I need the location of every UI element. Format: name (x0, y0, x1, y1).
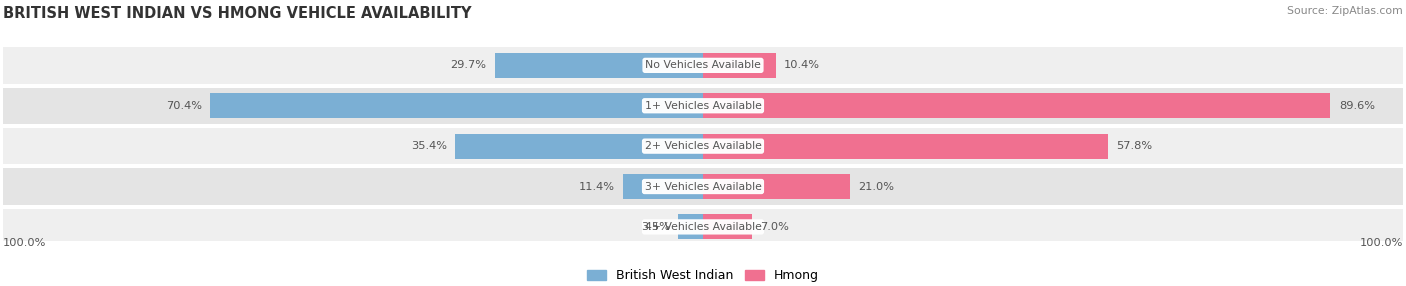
Bar (456, 134, 703, 159)
Text: 89.6%: 89.6% (1339, 101, 1375, 111)
Bar (703, 214, 752, 239)
Text: 1+ Vehicles Available: 1+ Vehicles Available (644, 101, 762, 111)
Text: 100.0%: 100.0% (3, 238, 46, 248)
Text: 57.8%: 57.8% (1116, 141, 1153, 151)
Bar (623, 174, 703, 199)
Legend: British West Indian, Hmong: British West Indian, Hmong (582, 264, 824, 286)
Text: 35.4%: 35.4% (411, 141, 447, 151)
Bar (703, 174, 851, 199)
Text: 100.0%: 100.0% (1360, 238, 1403, 248)
Bar (703, 134, 1108, 159)
Bar (679, 214, 703, 239)
Text: BRITISH WEST INDIAN VS HMONG VEHICLE AVAILABILITY: BRITISH WEST INDIAN VS HMONG VEHICLE AVA… (3, 6, 471, 21)
Text: 70.4%: 70.4% (166, 101, 201, 111)
Bar (495, 53, 703, 78)
Text: 3.5%: 3.5% (641, 222, 671, 232)
Text: 29.7%: 29.7% (451, 60, 486, 70)
Bar (3, 128, 1403, 164)
Bar (3, 168, 1403, 205)
Bar (3, 209, 1403, 245)
Bar (3, 88, 1403, 124)
Text: 2+ Vehicles Available: 2+ Vehicles Available (644, 141, 762, 151)
Text: 21.0%: 21.0% (859, 182, 894, 192)
Text: 11.4%: 11.4% (579, 182, 614, 192)
Text: 3+ Vehicles Available: 3+ Vehicles Available (644, 182, 762, 192)
Bar (3, 47, 1403, 84)
Bar (703, 53, 776, 78)
Text: 4+ Vehicles Available: 4+ Vehicles Available (644, 222, 762, 232)
Bar (703, 93, 1330, 118)
Text: 10.4%: 10.4% (785, 60, 820, 70)
Text: No Vehicles Available: No Vehicles Available (645, 60, 761, 70)
Text: 7.0%: 7.0% (761, 222, 789, 232)
Bar (209, 93, 703, 118)
Text: Source: ZipAtlas.com: Source: ZipAtlas.com (1288, 6, 1403, 16)
